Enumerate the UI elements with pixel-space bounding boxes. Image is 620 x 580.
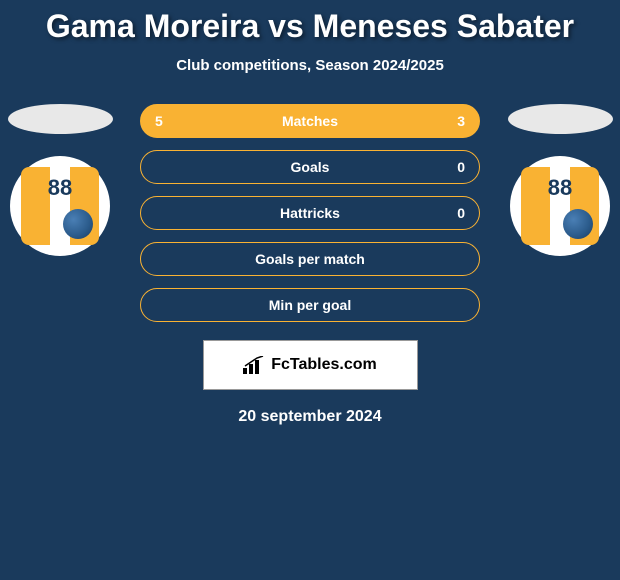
club-badge-right: 88 (510, 156, 610, 256)
stat-row-min-per-goal: Min per goal (140, 288, 480, 322)
player-right-column: 88 (505, 104, 615, 256)
stats-list: 5 Matches 3 Goals 0 Hattricks 0 Goals pe… (140, 104, 480, 322)
site-label: FcTables.com (271, 356, 377, 374)
stat-row-hattricks: Hattricks 0 (140, 196, 480, 230)
stat-label: Goals per match (255, 251, 365, 267)
badge-ball-icon-left (63, 209, 93, 239)
stat-label: Min per goal (269, 297, 351, 313)
player-left-placeholder (8, 104, 113, 134)
stat-right-value: 3 (457, 113, 465, 129)
badge-shield-right: 88 (521, 167, 599, 245)
date-label: 20 september 2024 (238, 408, 381, 426)
player-right-placeholder (508, 104, 613, 134)
stat-row-matches: 5 Matches 3 (140, 104, 480, 138)
chart-icon (243, 356, 265, 374)
player-left-column: 88 (5, 104, 115, 256)
badge-ball-icon-right (563, 209, 593, 239)
site-attribution[interactable]: FcTables.com (203, 340, 418, 390)
page-title: Gama Moreira vs Meneses Sabater (46, 8, 574, 45)
badge-number-left: 88 (48, 175, 72, 201)
stat-left-value: 5 (155, 113, 163, 129)
stat-right-value: 0 (457, 205, 465, 221)
comparison-area: 88 5 Matches 3 Goals 0 Hattricks 0 (0, 104, 620, 322)
stat-right-value: 0 (457, 159, 465, 175)
badge-shield-left: 88 (21, 167, 99, 245)
page-subtitle: Club competitions, Season 2024/2025 (176, 57, 444, 74)
club-badge-left: 88 (10, 156, 110, 256)
main-container: Gama Moreira vs Meneses Sabater Club com… (0, 0, 620, 426)
badge-number-right: 88 (548, 175, 572, 201)
stat-label: Hattricks (280, 205, 340, 221)
stat-row-goals: Goals 0 (140, 150, 480, 184)
stat-label: Matches (282, 113, 338, 129)
stat-label: Goals (291, 159, 330, 175)
stat-row-goals-per-match: Goals per match (140, 242, 480, 276)
